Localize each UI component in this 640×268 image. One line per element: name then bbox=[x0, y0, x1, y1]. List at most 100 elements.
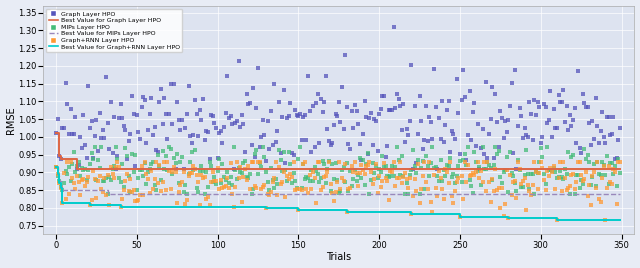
Point bbox=[136, 105, 147, 110]
Point bbox=[466, 184, 476, 188]
Point bbox=[243, 164, 253, 168]
Point bbox=[361, 162, 371, 166]
Point bbox=[548, 166, 559, 170]
Point bbox=[255, 145, 265, 149]
Point bbox=[238, 121, 248, 126]
Point bbox=[384, 108, 394, 112]
Point bbox=[607, 161, 617, 165]
Point bbox=[486, 199, 496, 204]
Point bbox=[434, 169, 444, 173]
Point bbox=[303, 74, 313, 79]
Point bbox=[173, 180, 184, 185]
Point bbox=[570, 187, 580, 191]
Point bbox=[429, 166, 439, 170]
Point bbox=[367, 181, 378, 186]
Point bbox=[392, 145, 402, 150]
Point bbox=[278, 88, 289, 92]
Point bbox=[177, 180, 187, 184]
Point bbox=[465, 89, 475, 93]
Point bbox=[503, 118, 513, 122]
Point bbox=[484, 180, 494, 184]
Point bbox=[240, 150, 250, 154]
Point bbox=[222, 74, 232, 78]
Point bbox=[557, 189, 567, 193]
Point bbox=[61, 169, 71, 173]
Point bbox=[83, 84, 93, 88]
Point bbox=[85, 126, 95, 131]
Point bbox=[234, 166, 244, 170]
Point bbox=[481, 80, 491, 84]
Point bbox=[447, 175, 457, 179]
Point bbox=[340, 53, 350, 57]
Point bbox=[316, 188, 326, 192]
Point bbox=[604, 164, 614, 168]
Point bbox=[466, 138, 476, 142]
Point bbox=[201, 129, 211, 133]
Point bbox=[211, 179, 221, 183]
Point bbox=[224, 116, 234, 120]
Point bbox=[613, 138, 623, 143]
Point bbox=[62, 102, 72, 106]
Point bbox=[521, 148, 531, 152]
Point bbox=[314, 159, 324, 164]
Point bbox=[329, 122, 339, 127]
Point bbox=[486, 117, 496, 122]
Point bbox=[594, 196, 604, 201]
Point bbox=[539, 102, 549, 106]
Point bbox=[230, 168, 241, 172]
Point bbox=[573, 69, 583, 73]
Point bbox=[151, 159, 161, 164]
Point bbox=[250, 151, 260, 156]
Point bbox=[437, 187, 447, 191]
Point bbox=[410, 177, 420, 181]
Point bbox=[203, 130, 213, 135]
Point bbox=[80, 167, 90, 172]
Point bbox=[600, 141, 611, 145]
Point bbox=[253, 172, 263, 176]
Point bbox=[524, 187, 534, 191]
Point bbox=[404, 176, 415, 181]
Point bbox=[319, 162, 330, 166]
Point bbox=[321, 174, 331, 178]
Point bbox=[221, 183, 231, 188]
Point bbox=[256, 165, 266, 169]
Point bbox=[339, 127, 349, 131]
Point bbox=[133, 176, 143, 180]
Point bbox=[554, 176, 564, 181]
Point bbox=[154, 100, 164, 105]
Point bbox=[140, 161, 150, 165]
Point bbox=[140, 159, 150, 164]
Point bbox=[438, 140, 449, 144]
Point bbox=[472, 169, 483, 173]
Point bbox=[129, 112, 139, 116]
Point bbox=[411, 189, 421, 193]
Point bbox=[379, 161, 389, 165]
Point bbox=[364, 159, 374, 164]
Point bbox=[58, 188, 68, 192]
Point bbox=[300, 159, 310, 164]
Point bbox=[495, 206, 506, 210]
Point bbox=[261, 159, 271, 163]
Point bbox=[490, 167, 500, 172]
Point bbox=[243, 176, 253, 180]
Point bbox=[418, 159, 428, 163]
Point bbox=[83, 175, 93, 179]
Point bbox=[145, 167, 155, 171]
Point bbox=[85, 203, 95, 208]
Point bbox=[382, 178, 392, 183]
Point bbox=[481, 189, 491, 193]
Point bbox=[201, 170, 211, 174]
Point bbox=[177, 118, 187, 122]
Point bbox=[127, 190, 137, 194]
Point bbox=[515, 168, 525, 172]
Point bbox=[51, 131, 61, 135]
Point bbox=[369, 177, 380, 181]
Point bbox=[284, 177, 294, 181]
Point bbox=[271, 176, 281, 181]
Point bbox=[483, 159, 493, 164]
Point bbox=[150, 177, 160, 182]
Point bbox=[74, 180, 84, 184]
Point bbox=[216, 129, 226, 133]
Point bbox=[127, 94, 137, 99]
Point bbox=[520, 176, 530, 180]
